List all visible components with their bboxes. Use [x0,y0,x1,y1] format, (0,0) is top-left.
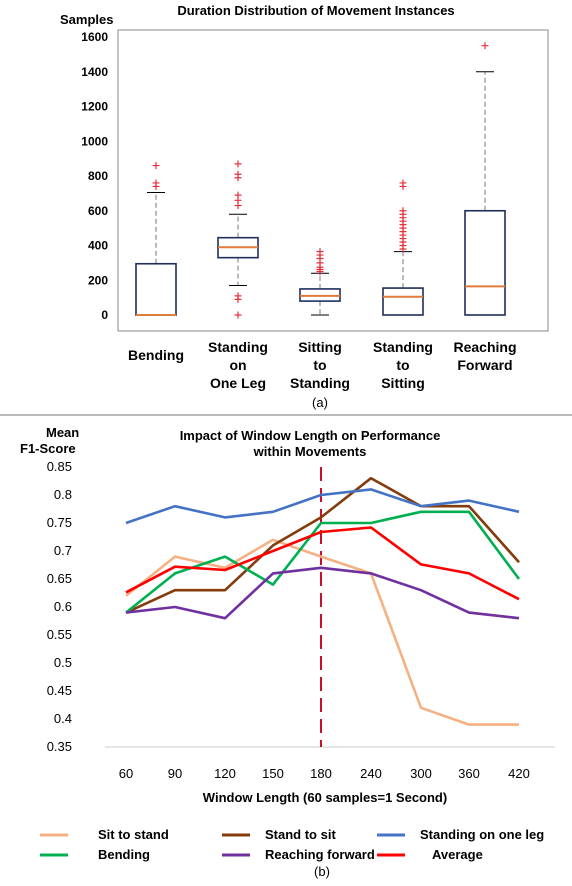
series-line [125,488,520,525]
line-y-tick-label: 0.4 [54,711,72,726]
box-chart-boxes [135,42,506,319]
line-chart-title-line-2: within Movements [253,444,367,459]
box-outlier-point [234,292,242,300]
line-chart-y-axis-label-line-1: Mean [46,425,79,440]
box-y-tick-label: 1400 [81,65,108,79]
box-plot-chart: Duration Distribution of Movement Instan… [60,3,549,410]
line-y-tick-label: 0.5 [54,655,72,670]
line-x-tick-label: 60 [119,766,133,781]
line-chart-title-line-1: Impact of Window Length on Performance [180,428,441,443]
line-y-tick-label: 0.45 [47,683,72,698]
legend-label: Reaching forward [265,847,375,862]
legend-label: Sit to stand [98,827,169,842]
box-chart-y-axis-label: Samples [60,12,113,27]
box-category-label: Standing [290,375,350,391]
line-chart-legend: Sit to stand Stand to sit Standing on one … [40,827,544,862]
series-line [125,566,520,620]
box-outlier-point [234,170,242,178]
line-x-tick-label: 420 [508,766,530,781]
box-iqr-rect [464,209,506,316]
box-category-label: Forward [457,357,512,373]
box-category-label: Sitting [298,339,342,355]
box-outlier-point [234,311,242,319]
line-y-tick-label: 0.6 [54,599,72,614]
box-category-label: on [229,357,246,373]
box-outlier-point [316,248,324,256]
line-x-tick-label: 90 [168,766,182,781]
line-x-tick-label: 180 [310,766,332,781]
box-outlier-point [234,191,242,199]
legend-label: Average [432,847,483,862]
box-chart-categories: Bending Standing on One Leg Sitting to Standin… [128,339,517,391]
box-y-tick-label: 1200 [81,100,108,114]
box-category-label: Standing [208,339,268,355]
series-line [125,526,520,601]
box-y-tick-label: 200 [88,273,108,287]
box-category-label: to [396,357,409,373]
box-y-tick-label: 1600 [81,30,108,44]
box-outlier-point [234,160,242,168]
line-x-tick-label: 240 [360,766,382,781]
box-iqr-rect [382,287,424,316]
line-y-tick-label: 0.75 [47,515,72,530]
box-chart-frame [117,29,549,332]
box-category-label: Bending [128,347,184,363]
line-x-tick-label: 120 [214,766,236,781]
box-category-label: to [313,357,326,373]
line-chart-x-axis-label: Window Length (60 samples=1 Second) [203,790,447,805]
box-outlier-point [152,179,160,187]
line-y-tick-label: 0.35 [47,739,72,754]
box-chart-title: Duration Distribution of Movement Instan… [177,3,454,18]
line-x-tick-label: 300 [410,766,432,781]
line-chart-y-ticks: 0.35 0.4 0.45 0.5 0.55 0.6 0.65 0.7 0.75 0.8 0.85 [47,459,72,754]
box-outlier-point [481,42,489,50]
box-outlier-point [399,207,407,215]
line-y-tick-label: 0.65 [47,571,72,586]
box-y-tick-label: 0 [101,308,108,322]
line-y-tick-label: 0.85 [47,459,72,474]
series-line [125,510,521,614]
line-chart-caption: (b) [314,864,330,879]
legend-label: Standing on one leg [420,827,544,842]
box-chart-y-ticks: 0 200 400 600 800 1000 1200 1400 1600 [81,30,108,322]
line-chart-x-ticks: 60 90 120 150 180 240 300 360 420 [119,766,530,781]
box-category-label: One Leg [210,375,266,391]
box-category-label: Reaching [453,339,516,355]
line-x-tick-label: 360 [458,766,480,781]
box-outlier-point [152,162,160,170]
series-line [125,538,519,726]
box-y-tick-label: 600 [88,204,108,218]
legend-label: Bending [98,847,150,862]
legend-label: Stand to sit [265,827,336,842]
box-y-tick-label: 800 [88,169,108,183]
line-chart-y-axis-label-line-2: F1-Score [20,441,76,456]
box-chart-caption: (a) [312,395,328,410]
line-y-tick-label: 0.7 [54,543,72,558]
box-y-tick-label: 400 [88,239,108,253]
box-category-label: Sitting [381,375,425,391]
box-iqr-rect [135,262,177,316]
line-y-tick-label: 0.8 [54,487,72,502]
box-y-tick-label: 1000 [81,134,108,148]
box-outlier-point [399,179,407,187]
line-chart-series [125,476,521,726]
series-line [125,476,520,614]
line-y-tick-label: 0.55 [47,627,72,642]
line-chart: Impact of Window Length on Performance w… [20,425,555,879]
box-category-label: Standing [373,339,433,355]
line-x-tick-label: 150 [262,766,284,781]
